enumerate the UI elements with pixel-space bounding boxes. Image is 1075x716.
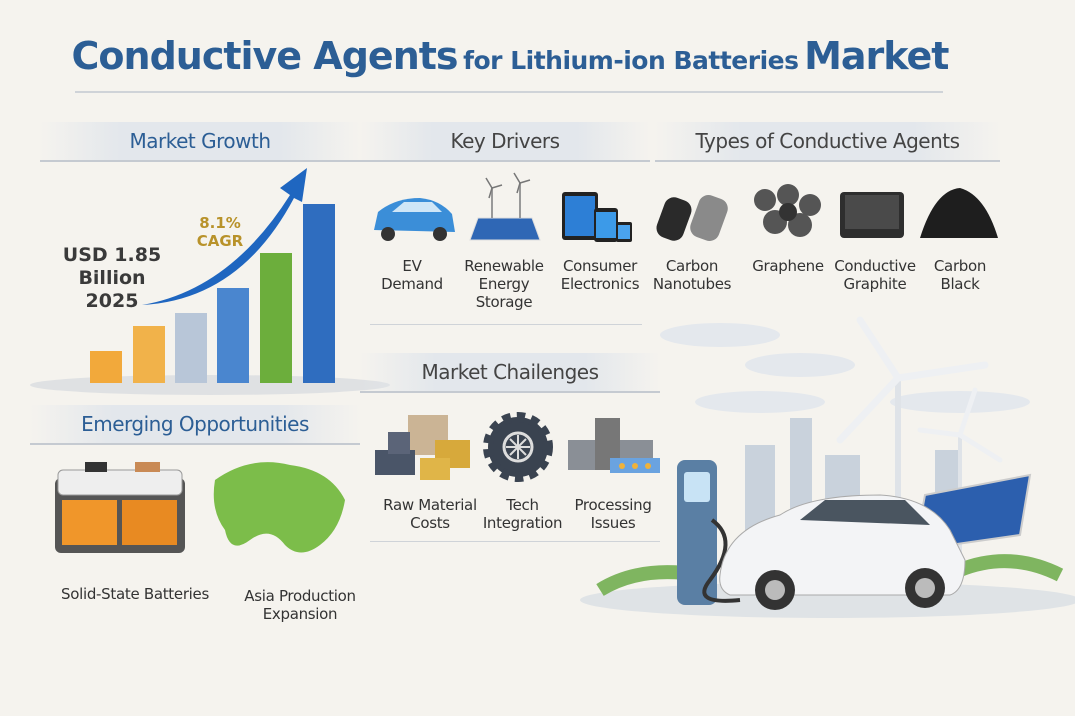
market-growth-heading: Market Growth bbox=[40, 122, 360, 162]
nanotubes-icon bbox=[656, 195, 728, 241]
title-end: Market bbox=[804, 34, 949, 78]
gear-icon bbox=[483, 412, 553, 482]
page-title: Conductive Agents for Lithium-ion Batter… bbox=[0, 34, 1020, 78]
type-graphene: Graphene bbox=[752, 257, 824, 275]
driver-ev-demand: EV Demand bbox=[381, 257, 443, 293]
challenges-heading: Market Chailenges bbox=[360, 353, 660, 393]
types-heading: Types of Conductive Agents bbox=[655, 122, 1000, 162]
challenge-processing-issues: Processing Issues bbox=[574, 496, 652, 532]
driver-consumer-electronics: Consumer Electronics bbox=[560, 257, 640, 293]
asia-map-icon bbox=[213, 462, 345, 553]
growth-chart-icon bbox=[30, 168, 390, 395]
challenge-tech-integration: Tech Integration bbox=[482, 496, 563, 532]
title-sub: for Lithium-ion Batteries bbox=[463, 46, 799, 75]
factory-icon bbox=[568, 418, 660, 473]
opportunities-heading: Emerging Opportunities bbox=[30, 405, 360, 445]
ev-charging-scene bbox=[580, 316, 1075, 618]
battery-icon bbox=[55, 462, 185, 553]
graphite-icon bbox=[840, 192, 904, 238]
opportunity-solid-state-batteries: Solid-State Batteries bbox=[61, 585, 209, 603]
driver-renewable-storage: Renewable Energy Storage bbox=[464, 257, 544, 311]
market-size: USD 1.85 Billion 2025 bbox=[62, 244, 162, 313]
market-size-unit: Billion bbox=[78, 267, 146, 289]
type-conductive-graphite: Conductive Graphite bbox=[834, 257, 916, 293]
title-divider bbox=[75, 91, 943, 93]
cagr-label: CAGR bbox=[196, 232, 244, 250]
drivers-divider bbox=[370, 324, 642, 325]
opportunity-asia-expansion: Asia Production Expansion bbox=[244, 587, 356, 623]
challenge-raw-material-costs: Raw Material Costs bbox=[383, 496, 477, 532]
carbon-black-icon bbox=[920, 188, 998, 238]
cagr: 8.1% CAGR bbox=[190, 214, 250, 250]
type-carbon-black: Carbon Black bbox=[933, 257, 987, 293]
materials-icon bbox=[375, 415, 470, 480]
graphene-icon bbox=[754, 184, 821, 237]
type-carbon-nanotubes: Carbon Nanotubes bbox=[652, 257, 732, 293]
key-drivers-heading: Key Drivers bbox=[360, 122, 650, 162]
title-main: Conductive Agents bbox=[71, 34, 459, 78]
market-size-value: USD 1.85 bbox=[62, 244, 162, 266]
devices-icon bbox=[562, 192, 632, 242]
cagr-value: 8.1% bbox=[199, 214, 241, 232]
solar-wind-icon bbox=[469, 172, 541, 241]
challenges-divider bbox=[370, 541, 660, 542]
car-icon bbox=[374, 198, 455, 241]
market-size-year: 2025 bbox=[85, 290, 139, 312]
